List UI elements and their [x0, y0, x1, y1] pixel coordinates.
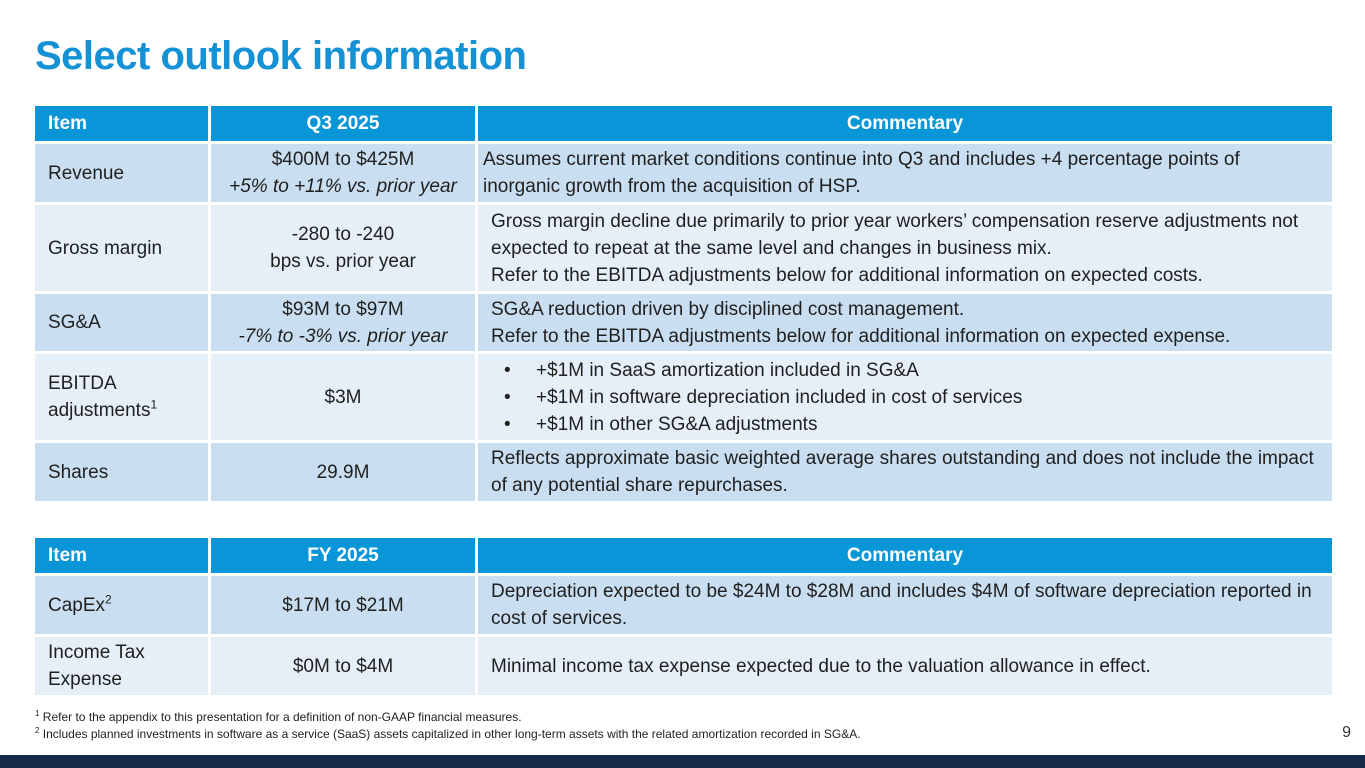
row-commentary: Depreciation expected to be $24M to $28M…	[478, 573, 1332, 634]
row-commentary: SG&A reduction driven by disciplined cos…	[478, 291, 1332, 351]
value-range: $400M to $425M	[271, 149, 415, 170]
table-row-ebitda-adjustments: EBITDA adjustments1 $3M +$1M in SaaS amo…	[35, 351, 1332, 440]
row-item: CapEx2	[35, 573, 211, 634]
footnote-text: Refer to the appendix to this presentati…	[42, 710, 522, 724]
row-commentary: Gross margin decline due primarily to pr…	[478, 202, 1332, 291]
footnote-number: 1	[35, 709, 40, 718]
header-item: Item	[35, 106, 211, 141]
table-row-income-tax: Income Tax Expense $0M to $4M Minimal in…	[35, 634, 1332, 695]
header-period: Q3 2025	[211, 106, 478, 141]
footer-bar	[0, 755, 1365, 768]
fy-outlook-table: Item FY 2025 Commentary CapEx2 $17M to $…	[35, 538, 1332, 695]
row-value: -280 to -240 bps vs. prior year	[211, 202, 478, 291]
value-range: -280 to -240	[291, 224, 395, 245]
footnote-ref: 2	[105, 592, 112, 607]
header-item: Item	[35, 538, 211, 573]
table-row-gross-margin: Gross margin -280 to -240 bps vs. prior …	[35, 202, 1332, 291]
q3-outlook-table: Item Q3 2025 Commentary Revenue $400M to…	[35, 106, 1332, 501]
table-row-capex: CapEx2 $17M to $21M Depreciation expecte…	[35, 573, 1332, 634]
bullet-item: +$1M in SaaS amortization included in SG…	[504, 357, 1319, 384]
page-title: Select outlook information	[35, 34, 527, 78]
row-commentary: Minimal income tax expense expected due …	[478, 634, 1332, 695]
commentary-line: Refer to the EBITDA adjustments below fo…	[491, 264, 1203, 286]
footnote-ref: 1	[150, 397, 158, 412]
header-commentary: Commentary	[478, 538, 1332, 573]
row-commentary: Assumes current market conditions contin…	[478, 141, 1332, 202]
footnote-number: 2	[35, 726, 40, 735]
footnote-text: Includes planned investments in software…	[42, 727, 861, 741]
footnote-1: 1 Refer to the appendix to this presenta…	[35, 709, 522, 725]
row-value: $3M	[211, 351, 478, 440]
value-change: -7% to -3% vs. prior year	[238, 325, 448, 347]
footnote-2: 2 Includes planned investments in softwa…	[35, 726, 861, 742]
commentary-line: Refer to the EBITDA adjustments below fo…	[491, 325, 1231, 347]
table-header-row: Item Q3 2025 Commentary	[35, 106, 1332, 141]
value-range: $93M to $97M	[282, 298, 404, 320]
row-item: Revenue	[35, 141, 211, 202]
commentary-line: Assumes current market conditions contin…	[483, 149, 1240, 197]
row-commentary: +$1M in SaaS amortization included in SG…	[478, 351, 1332, 440]
row-value: $93M to $97M -7% to -3% vs. prior year	[211, 291, 478, 351]
row-value: 29.9M	[211, 440, 478, 501]
row-value: $400M to $425M +5% to +11% vs. prior yea…	[211, 141, 478, 202]
bullet-list: +$1M in SaaS amortization included in SG…	[491, 357, 1319, 438]
page-number: 9	[1342, 724, 1351, 741]
table-header-row: Item FY 2025 Commentary	[35, 538, 1332, 573]
row-item: Shares	[35, 440, 211, 501]
item-label: CapEx	[48, 594, 106, 616]
commentary-line: SG&A reduction driven by disciplined cos…	[491, 298, 965, 320]
bullet-item: +$1M in other SG&A adjustments	[504, 411, 1319, 438]
table-row-shares: Shares 29.9M Reflects approximate basic …	[35, 440, 1332, 501]
header-period: FY 2025	[211, 538, 478, 573]
row-item: Gross margin	[35, 202, 211, 291]
value-change: +5% to +11% vs. prior year	[229, 176, 457, 197]
table-row-revenue: Revenue $400M to $425M +5% to +11% vs. p…	[35, 141, 1332, 202]
commentary-line: Gross margin decline due primarily to pr…	[491, 210, 1299, 259]
row-item: EBITDA adjustments1	[35, 351, 211, 440]
header-commentary: Commentary	[478, 106, 1332, 141]
commentary-line: Reflects approximate basic weighted aver…	[491, 448, 1314, 496]
row-value: $0M to $4M	[211, 634, 478, 695]
bullet-item: +$1M in software depreciation included i…	[504, 384, 1319, 411]
row-commentary: Reflects approximate basic weighted aver…	[478, 440, 1332, 501]
row-value: $17M to $21M	[211, 573, 478, 634]
table-row-sga: SG&A $93M to $97M -7% to -3% vs. prior y…	[35, 291, 1332, 351]
row-item: SG&A	[35, 291, 211, 351]
value-change: bps vs. prior year	[270, 251, 416, 272]
item-label: EBITDA adjustments	[48, 373, 151, 421]
row-item: Income Tax Expense	[35, 634, 211, 695]
